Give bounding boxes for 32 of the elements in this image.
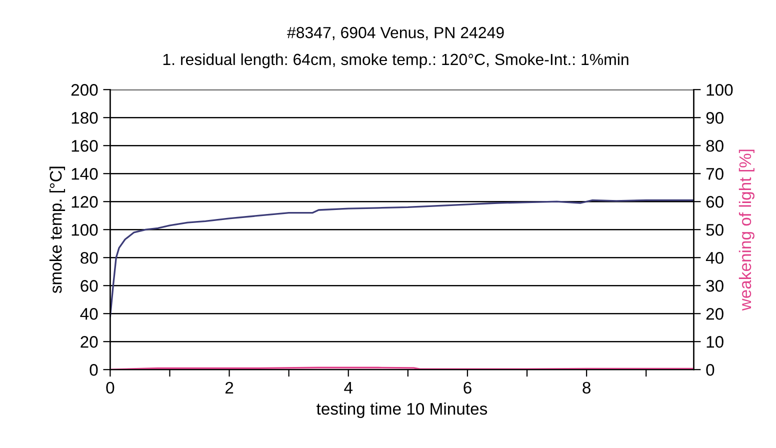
y2-tick-label: 30: [706, 280, 724, 292]
x-tick-label: 2: [225, 382, 234, 394]
y2-tick-label: 70: [706, 168, 724, 180]
y2-tick-label: 90: [706, 112, 724, 124]
x-tick-label: 6: [464, 382, 472, 394]
y-tick-label: 200: [71, 84, 98, 96]
y2-tick-label: 20: [706, 308, 724, 320]
y-tick-label: 60: [80, 280, 98, 292]
chart-subtitle: 1. residual length: 64cm, smoke temp.: 120°C, Smoke-Int.: 1%min: [163, 53, 628, 68]
y2-axis-title: weakening of light [%]: [738, 150, 754, 311]
y2-tick-label: 10: [706, 336, 724, 348]
y2-tick-label: 60: [706, 196, 724, 208]
y-tick-label: 160: [72, 140, 98, 152]
y2-tick-label: 40: [706, 252, 724, 264]
y-tick-label: 80: [80, 252, 98, 264]
x-tick-label: 4: [344, 382, 353, 394]
y2-tick-label: 100: [706, 84, 733, 96]
y-axis-title: smoke temp. [°C]: [49, 166, 66, 294]
y-tick-label: 40: [80, 308, 98, 320]
y-tick-label: 100: [72, 224, 98, 236]
y2-tick-label: 50: [706, 224, 724, 236]
y-tick-label: 140: [72, 168, 98, 180]
y2-tick-label: 80: [706, 140, 724, 152]
x-tick-label: 8: [582, 382, 590, 394]
x-axis-title: testing time 10 Minutes: [316, 402, 488, 418]
y-tick-label: 0: [90, 364, 98, 376]
x-tick-label: 0: [106, 382, 114, 394]
y-tick-label: 20: [80, 336, 98, 348]
y2-tick-label: 0: [706, 364, 714, 376]
y-tick-label: 120: [72, 196, 98, 208]
y-tick-label: 180: [72, 112, 98, 124]
chart-title: #8347, 6904 Venus, PN 24249: [287, 26, 504, 40]
